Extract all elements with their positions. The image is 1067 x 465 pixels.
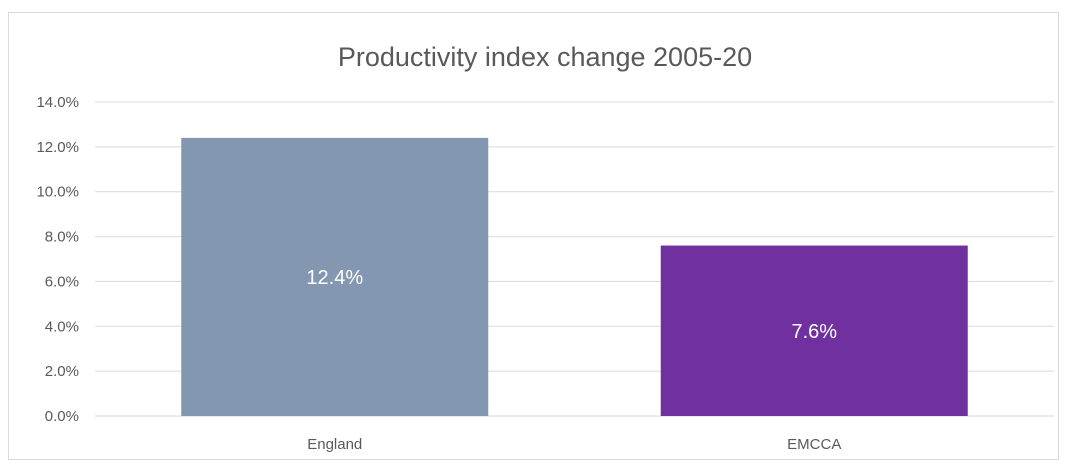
bar-emcca — [660, 245, 968, 416]
y-tick-label: 6.0% — [45, 273, 79, 290]
data-label-england: 12.4% — [306, 267, 363, 289]
x-axis-category-labels: England EMCCA — [307, 436, 841, 453]
category-label-emcca: EMCCA — [787, 436, 841, 453]
chart-title: Productivity index change 2005-20 — [338, 42, 752, 72]
data-label-emcca: 7.6% — [791, 321, 837, 343]
y-tick-label: 14.0% — [36, 94, 79, 111]
bar-england — [181, 137, 489, 416]
y-axis-tick-labels: 0.0% 2.0% 4.0% 6.0% 8.0% 10.0% 12.0% 14.0% — [36, 94, 79, 425]
y-tick-label: 12.0% — [36, 139, 79, 156]
y-tick-label: 2.0% — [45, 363, 79, 380]
y-tick-label: 8.0% — [45, 229, 79, 246]
bars — [181, 137, 968, 416]
category-label-england: England — [307, 436, 362, 453]
data-labels: 12.4% 7.6% — [306, 267, 837, 343]
y-tick-label: 10.0% — [36, 184, 79, 201]
y-tick-label: 4.0% — [45, 318, 79, 335]
y-tick-label: 0.0% — [45, 408, 79, 425]
